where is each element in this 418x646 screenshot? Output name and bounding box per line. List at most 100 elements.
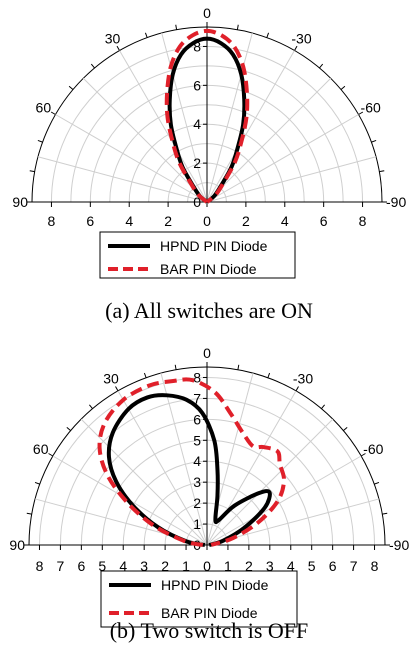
radial-tick-label: 8 <box>193 369 201 385</box>
angle-tick-label: 60 <box>36 100 52 116</box>
angle-tick-mark <box>143 372 147 378</box>
angle-tick-mark <box>37 139 43 143</box>
angle-tick-mark <box>144 32 148 38</box>
radial-tick-label: 6 <box>193 77 201 93</box>
angle-tick-mark <box>174 364 177 370</box>
grid-spoke <box>206 114 359 203</box>
angle-tick-label: -90 <box>386 194 406 210</box>
axis-tick-label: 8 <box>359 213 367 229</box>
angle-tick-mark <box>34 481 40 485</box>
angle-tick-mark <box>237 364 240 370</box>
axis-tick-label: 6 <box>329 558 337 574</box>
radial-tick-label: 2 <box>193 155 201 171</box>
angle-tick-mark <box>358 111 364 115</box>
axis-tick-label: 1 <box>182 558 190 574</box>
figure-caption: (b) Two switch is OFF <box>110 618 309 643</box>
angle-tick-mark <box>236 24 239 30</box>
grid-spoke <box>117 390 208 546</box>
angle-tick-label: 90 <box>9 537 25 553</box>
radial-tick-label: 8 <box>193 38 201 54</box>
axis-tick-label: 4 <box>119 558 127 574</box>
angle-tick-mark <box>382 512 388 515</box>
axis-tick-label: 6 <box>86 213 94 229</box>
grid-spoke <box>206 50 295 203</box>
axis-tick-label: 0 <box>203 558 211 574</box>
grid-spoke <box>206 77 332 203</box>
radial-tick-label: 7 <box>193 390 201 406</box>
angle-tick-label: 30 <box>105 30 121 46</box>
radial-tick-label: 6 <box>193 411 201 427</box>
angle-tick-mark <box>374 481 380 485</box>
angle-tick-mark <box>175 24 178 30</box>
legend-label: HPND PIN Diode <box>161 577 269 593</box>
axis-tick-label: 4 <box>281 213 289 229</box>
legend-label: HPND PIN Diode <box>160 238 268 254</box>
legend-box <box>100 570 298 628</box>
legend-label: BAR PIN Diode <box>161 605 258 621</box>
axis-tick-label: 4 <box>287 558 295 574</box>
axis-tick-label: 2 <box>242 213 250 229</box>
angle-tick-mark <box>319 63 324 69</box>
axis-tick-label: 0 <box>203 213 211 229</box>
angle-tick-mark <box>48 453 54 457</box>
axis-tick-label: 2 <box>164 213 172 229</box>
grid-spoke <box>206 156 377 203</box>
angle-tick-mark <box>267 372 271 378</box>
axis-tick-label: 8 <box>48 213 56 229</box>
radial-tick-label: 2 <box>193 495 201 511</box>
grid-spoke <box>55 114 208 203</box>
radial-tick-label: 5 <box>193 432 201 448</box>
angle-tick-mark <box>90 63 95 69</box>
axis-tick-label: 1 <box>224 558 232 574</box>
angle-tick-mark <box>266 32 270 38</box>
angle-tick-mark <box>343 426 348 431</box>
series-line-bar <box>97 377 287 547</box>
angle-tick-mark <box>340 85 346 90</box>
angle-tick-label: -60 <box>361 100 381 116</box>
angle-tick-mark <box>66 426 71 431</box>
grid-spoke <box>161 32 208 203</box>
legend: HPND PIN Diode BAR PIN Diode <box>100 570 298 628</box>
grid-spoke <box>160 372 208 546</box>
angle-tick-mark <box>360 453 366 457</box>
axis-tick-label: 5 <box>308 558 316 574</box>
angle-tick-mark <box>379 170 385 173</box>
axis-tick-label: 8 <box>36 558 44 574</box>
axis-tick-label: 7 <box>57 558 65 574</box>
axis-tick-label: 2 <box>161 558 169 574</box>
angle-tick-mark <box>26 512 32 515</box>
axis-tick-label: 8 <box>371 558 379 574</box>
angle-tick-label: 60 <box>33 441 49 457</box>
axis-tick-label: 2 <box>245 558 253 574</box>
grid-spoke <box>206 32 253 203</box>
radial-tick-label: 3 <box>193 474 201 490</box>
grid-spoke <box>80 418 208 546</box>
axis-tick-label: 3 <box>140 558 148 574</box>
angle-tick-mark <box>50 111 56 115</box>
axis-tick-label: 5 <box>98 558 106 574</box>
angle-tick-mark <box>29 170 35 173</box>
angle-tick-label: 0 <box>203 345 211 361</box>
figure-caption: (a) All switches are ON <box>105 298 313 323</box>
grid-spoke <box>37 156 208 203</box>
grid-spoke <box>82 77 208 203</box>
axis-tick-label: 6 <box>320 213 328 229</box>
radial-tick-label: 4 <box>193 453 201 469</box>
angle-tick-mark <box>295 386 299 392</box>
angle-tick-mark <box>68 85 74 90</box>
angle-tick-mark <box>371 139 377 143</box>
radial-tick-label: 4 <box>193 116 201 132</box>
axis-tick-label: 3 <box>266 558 274 574</box>
angle-tick-mark <box>115 386 119 392</box>
axis-tick-label: 7 <box>350 558 358 574</box>
grid-spoke <box>206 455 362 546</box>
legend-label: BAR PIN Diode <box>160 261 257 277</box>
angle-tick-label: 90 <box>12 194 28 210</box>
series-line-bar <box>164 28 250 204</box>
grid-spoke <box>119 50 208 203</box>
radial-tick-label: 1 <box>193 516 201 532</box>
angle-tick-mark <box>294 45 298 51</box>
